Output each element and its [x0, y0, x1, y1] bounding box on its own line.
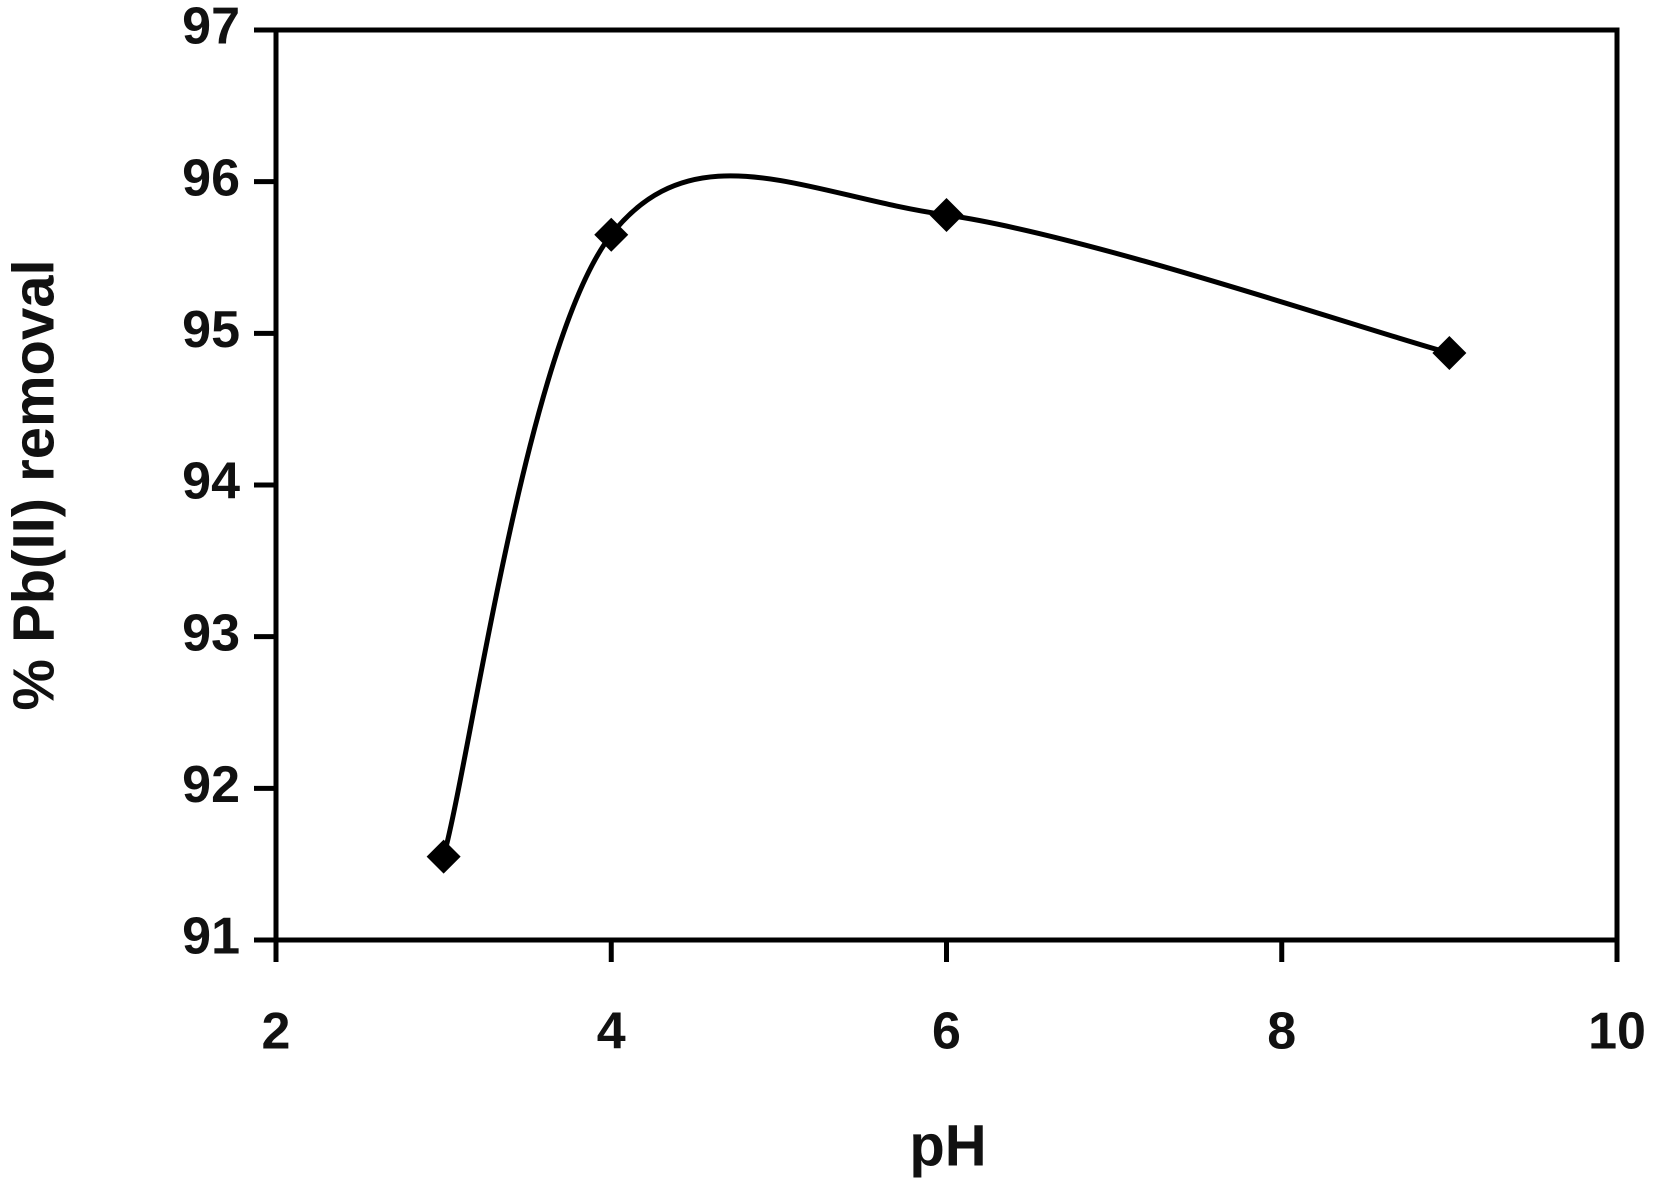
x-tick-label: 4 [597, 1003, 626, 1061]
x-tick-label: 8 [1267, 1003, 1296, 1061]
data-marker [929, 198, 964, 233]
y-tick-label: 97 [182, 0, 240, 56]
x-tick-label: 2 [262, 1003, 291, 1061]
data-marker [426, 839, 461, 874]
y-tick-label: 93 [182, 604, 240, 662]
data-line [441, 173, 1451, 858]
x-tick-label: 10 [1588, 1003, 1646, 1061]
y-tick-label: 95 [182, 301, 240, 359]
y-tick-label: 94 [182, 453, 240, 511]
plot-frame [273, 27, 1620, 943]
x-tick-label: 6 [932, 1003, 961, 1061]
data-marker [594, 217, 629, 252]
y-tick-label: 91 [182, 908, 240, 966]
y-tick-label: 92 [182, 756, 240, 814]
y-tick-label: 96 [182, 149, 240, 207]
y-axis-title: % Pb(II) removal [1, 259, 66, 710]
x-axis-title: pH [909, 1113, 986, 1178]
data-marker [1432, 336, 1467, 371]
